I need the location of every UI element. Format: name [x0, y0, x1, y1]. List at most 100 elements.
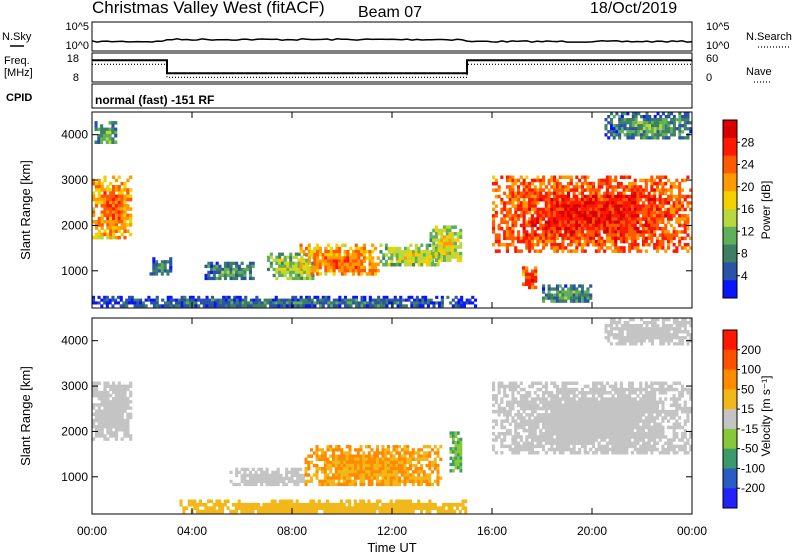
heatmap-cell-8	[508, 198, 512, 202]
heatmap-cell-8	[661, 217, 665, 221]
heatmap-cell-3	[457, 453, 460, 457]
heatmap-cell-6	[395, 246, 399, 251]
heatmap-cell-2	[337, 476, 341, 480]
ytick-label: 2000	[61, 218, 88, 232]
heatmap-cell-8	[553, 236, 557, 241]
heatmap-cell-4	[292, 264, 296, 268]
heatmap-cell-12	[180, 304, 184, 308]
heatmap-cell-2	[310, 460, 313, 465]
heatmap-cell-8	[625, 239, 629, 244]
heatmap-cell-0	[94, 387, 99, 392]
heatmap-cell-12	[119, 304, 123, 308]
heatmap-cell-0	[129, 213, 133, 218]
heatmap-cell-8	[622, 175, 626, 179]
heatmap-cell-2	[340, 457, 344, 461]
noise-right-tick-top: 10^5	[706, 21, 730, 33]
heatmap-cell-4	[650, 425, 654, 430]
heatmap-cell-8	[686, 204, 690, 208]
heatmap-cell-8	[614, 175, 618, 179]
heatmap-cell-4	[580, 413, 584, 417]
heatmap-cell-8	[503, 191, 507, 196]
heatmap-cell-8	[525, 220, 529, 224]
heatmap-cell-4	[608, 428, 612, 433]
heatmap-cell-12	[92, 295, 96, 299]
heatmap-cell-0	[94, 390, 99, 395]
heatmap-cell-8	[505, 214, 509, 218]
heatmap-cell-8	[530, 198, 534, 202]
heatmap-cell-4	[594, 451, 598, 455]
heatmap-cell-12	[371, 298, 375, 302]
heatmap-cell-8	[536, 191, 540, 196]
heatmap-cell-8	[605, 226, 609, 231]
heatmap-cell-8	[678, 220, 682, 224]
heatmap-cell-8	[511, 230, 515, 234]
heatmap-cell-4	[619, 428, 623, 433]
heatmap-cell-0	[123, 235, 127, 240]
heatmap-cell-0	[100, 425, 104, 429]
heatmap-cell-8	[678, 223, 682, 228]
heatmap-cell-4	[505, 384, 509, 389]
heatmap-cell-0	[126, 421, 130, 426]
heatmap-cell-0	[126, 194, 130, 199]
heatmap-cell-3	[204, 264, 208, 268]
heatmap-cell-8	[683, 178, 687, 183]
heatmap-cell-0	[103, 232, 107, 237]
heatmap-cell-8	[561, 201, 565, 205]
heatmap-cell-2	[321, 457, 324, 461]
heatmap-cell-2	[384, 457, 388, 461]
heatmap-cell-7	[451, 255, 455, 259]
heatmap-cell-5	[362, 249, 366, 254]
heatmap-cell-2	[157, 263, 161, 267]
heatmap-cell-4	[653, 435, 657, 439]
heatmap-cell-2	[332, 479, 335, 483]
heatmap-cell-11	[631, 121, 635, 125]
heatmap-cell-8	[514, 198, 518, 202]
heatmap-cell-11	[623, 112, 627, 116]
heatmap-cell-12	[280, 301, 284, 305]
heatmap-cell-2	[406, 473, 410, 477]
heatmap-cell-6	[390, 259, 394, 264]
heatmap-cell-8	[533, 236, 537, 241]
heatmap-cell-8	[633, 181, 637, 186]
heatmap-cell-4	[575, 451, 579, 455]
heatmap-cell-4	[592, 432, 596, 436]
heatmap-cell-5	[310, 249, 314, 254]
heatmap-cell-11	[604, 118, 608, 122]
heatmap-cell-8	[625, 201, 629, 205]
colorbar-swatch	[723, 191, 737, 210]
heatmap-cell-8	[503, 220, 507, 224]
heatmap-cell-8	[528, 181, 532, 186]
heatmap-cell-8	[528, 210, 532, 215]
heatmap-cell-4	[605, 435, 609, 439]
heatmap-cell-8	[525, 201, 529, 205]
heatmap-cell-8	[511, 188, 515, 192]
heatmap-cell-4	[539, 397, 543, 401]
heatmap-cell-4	[542, 432, 546, 436]
heatmap-cell-8	[544, 194, 548, 199]
heatmap-cell-8	[578, 226, 582, 231]
heatmap-cell-1	[301, 479, 305, 484]
heatmap-cell-8	[580, 175, 584, 179]
heatmap-cell-12	[169, 304, 173, 308]
heatmap-cell-8	[611, 220, 615, 224]
heatmap-cell-10	[580, 296, 584, 300]
heatmap-cell-3	[215, 276, 219, 281]
heatmap-cell-8	[600, 214, 604, 218]
heatmap-cell-8	[522, 178, 526, 183]
heatmap-cell-5	[335, 259, 339, 263]
heatmap-cell-8	[492, 223, 496, 228]
heatmap-cell-0	[92, 194, 96, 199]
heatmap-cell-2	[422, 451, 426, 455]
heatmap-cell-10	[586, 299, 590, 303]
heatmap-cell-8	[655, 214, 659, 218]
heatmap-cell-4	[628, 416, 632, 420]
heatmap-cell-8	[525, 223, 529, 228]
heatmap-cell-12	[285, 301, 289, 305]
heatmap-cell-4	[547, 416, 551, 420]
heatmap-cell-4	[594, 447, 598, 452]
heatmap-cell-4	[578, 413, 582, 417]
heatmap-cell-8	[505, 207, 509, 212]
heatmap-cell-8	[650, 239, 654, 244]
heatmap-cell-8	[497, 249, 501, 253]
heatmap-cell-0	[120, 390, 124, 395]
